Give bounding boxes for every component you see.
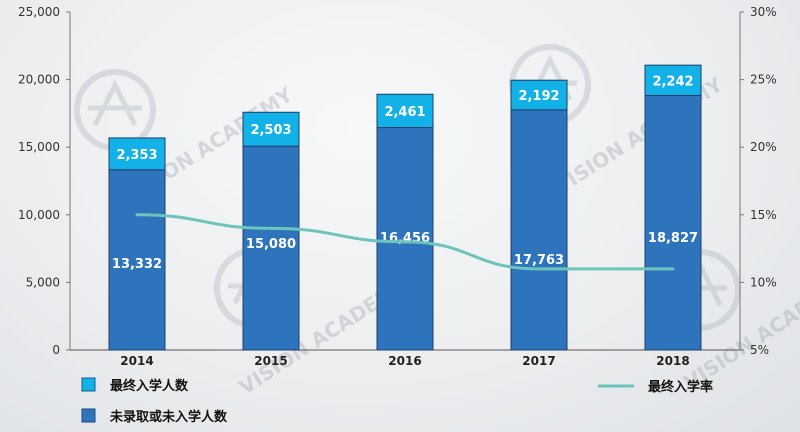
rate-line-group: [135, 213, 675, 271]
bar-enrolled: [376, 93, 434, 129]
data-label-enrolled: 2,242: [652, 74, 693, 89]
data-label-enrolled: 2,461: [384, 105, 425, 120]
legend: 最终入学人数 未录取或未入学人数 最终入学率: [81, 377, 713, 425]
rate-point: [671, 267, 675, 271]
bar-not-enrolled: [108, 169, 166, 351]
bar-not-enrolled: [644, 94, 702, 351]
rate-point: [135, 213, 139, 217]
y-left-tick-label: 5,000: [26, 275, 60, 289]
y-left-tick-label: 25,000: [18, 5, 60, 19]
bar-enrolled: [108, 137, 166, 171]
category-labels: 2014 2015 2016 2017 2018: [120, 354, 689, 368]
legend-swatch-not-enrolled: [81, 408, 96, 423]
y-left-tick-label: 20,000: [18, 73, 60, 87]
bar-not-enrolled: [242, 145, 300, 351]
category-label: 2018: [656, 354, 689, 368]
y-right-tick-label: 20%: [750, 140, 777, 154]
bar-not-enrolled: [510, 109, 568, 351]
bars-group: 2,35313,3322,50315,0802,46116,4562,19217…: [108, 64, 702, 351]
y-left-tick-label: 0: [52, 343, 60, 357]
bar-enrolled: [510, 79, 568, 111]
data-label-not-enrolled: 15,080: [246, 237, 296, 252]
legend-label-not-enrolled: 未录取或未入学人数: [109, 409, 228, 425]
data-label-not-enrolled: 13,332: [112, 257, 162, 272]
rate-point: [403, 240, 407, 244]
bar-enrolled: [242, 111, 300, 147]
y-right-tick-labels: 5% 10% 15% 20% 25% 30%: [740, 5, 777, 357]
y-right-tick-label: 10%: [750, 275, 777, 289]
data-label-not-enrolled: 18,827: [648, 231, 698, 246]
y-right-tick-label: 30%: [750, 5, 777, 19]
rate-point: [537, 267, 541, 271]
y-left-tick-label: 10,000: [18, 208, 60, 222]
watermark-logo-left: [74, 69, 156, 151]
data-label-enrolled: 2,503: [250, 123, 291, 138]
y-left-tick-label: 15,000: [18, 140, 60, 154]
y-right-tick-label: 5%: [750, 343, 769, 357]
bar-enrolled: [644, 64, 702, 96]
rate-point: [269, 226, 273, 230]
legend-label-rate: 最终入学率: [648, 379, 713, 395]
y-right-tick-label: 15%: [750, 208, 777, 222]
category-label: 2017: [522, 354, 555, 368]
category-label: 2014: [120, 354, 153, 368]
y-left-tick-labels: 0 5,000 10,000 15,000 20,000 25,000: [18, 5, 70, 357]
data-label-enrolled: 2,353: [116, 148, 157, 163]
data-label-not-enrolled: 17,763: [514, 253, 564, 268]
data-label-enrolled: 2,192: [518, 89, 559, 104]
category-label: 2016: [388, 354, 421, 368]
y-right-tick-label: 25%: [750, 73, 777, 87]
bar-not-enrolled: [376, 127, 434, 351]
category-label: 2015: [254, 354, 287, 368]
legend-swatch-enrolled: [81, 377, 96, 392]
legend-label-enrolled: 最终入学人数: [110, 378, 189, 394]
